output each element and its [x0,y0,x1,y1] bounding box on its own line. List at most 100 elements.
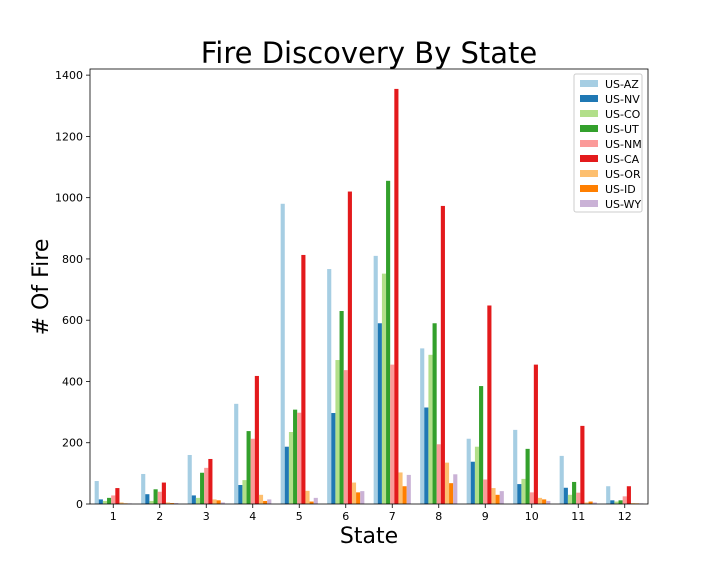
bar-us-id-3 [216,500,221,504]
bar-us-id-2 [170,503,175,504]
bar-us-co-10 [521,478,526,504]
bar-us-nm-6 [343,370,348,504]
bar-us-or-7 [398,472,403,504]
bar-us-co-1 [102,500,108,504]
bar-us-co-5 [288,432,294,504]
bar-us-nv-4 [238,485,243,504]
bar-us-wy-7 [406,474,411,504]
x-tick-label: 11 [571,510,585,523]
bar-us-ca-4 [254,375,259,504]
x-tick-label: 3 [203,510,210,523]
bar-us-ut-7 [386,180,391,504]
legend-swatch-us-wy [580,200,598,207]
bar-us-wy-4 [267,499,272,504]
bar-us-nm-12 [622,496,627,504]
bar-us-wy-8 [453,474,458,504]
bar-us-nv-1 [98,499,103,504]
y-tick-label: 1200 [55,130,83,143]
y-tick-label: 0 [76,498,83,511]
legend-label-us-id: US-ID [605,183,636,196]
legend-label-us-az: US-AZ [605,78,639,91]
legend-swatch-us-ut [580,125,598,132]
legend-swatch-us-id [580,185,598,192]
bar-us-co-9 [474,446,480,504]
legend-label-us-co: US-CO [605,108,641,121]
bar-us-co-12 [614,501,619,504]
bar-us-az-8 [420,348,425,504]
bar-us-ut-10 [525,448,530,504]
bar-us-wy-11 [592,502,597,504]
y-tick-label: 600 [62,314,83,327]
bar-us-or-5 [305,490,310,504]
bar-us-or-8 [444,462,450,504]
bar-us-wy-6 [360,491,365,504]
bar-us-ca-11 [580,425,585,504]
legend-swatch-us-nv [580,95,598,102]
bar-us-ut-2 [153,489,158,504]
bar-us-or-6 [351,482,357,504]
bar-us-co-7 [381,273,387,504]
bar-us-id-11 [588,501,593,504]
legend-label-us-ca: US-CA [605,153,640,166]
y-tick-label: 1400 [55,69,83,82]
bar-us-nv-10 [517,484,522,504]
y-tick-label: 1000 [55,192,83,205]
x-tick-label: 12 [618,510,632,523]
legend: US-AZ US-NV US-CO US-UT US-NM US-CA US-OR US-ID… [573,73,643,213]
y-tick-label: 800 [62,253,83,266]
bar-us-az-2 [141,473,146,504]
bar-us-az-10 [513,429,518,504]
y-axis-label: # Of Fire [29,239,54,336]
y-tick-label: 200 [62,437,83,450]
bar-us-az-7 [373,255,378,504]
bar-us-wy-2 [174,503,179,504]
legend-swatch-us-or [580,170,598,177]
legend-swatch-us-ca [580,155,598,162]
bar-us-id-5 [309,501,314,504]
bar-us-ut-5 [293,409,298,504]
x-tick-label: 6 [342,510,349,523]
bar-us-id-8 [449,483,454,504]
x-tick-label: 7 [389,510,396,523]
bar-us-or-10 [537,497,543,504]
bar-us-id-6 [356,492,361,504]
bar-us-nv-7 [377,323,382,504]
bar-us-nm-1 [111,495,116,504]
bar-us-nm-4 [250,438,255,504]
x-tick-label: 2 [156,510,163,523]
bar-us-ut-8 [432,323,437,504]
bar-us-ca-10 [533,364,538,504]
axes-frame [89,68,649,505]
bar-us-or-2 [165,502,171,504]
bar-us-az-5 [280,203,285,505]
legend-swatch-us-az [580,80,598,87]
bar-us-az-11 [559,455,564,504]
bar-us-nv-2 [145,494,150,504]
x-tick-label: 1 [110,510,117,523]
bar-us-wy-5 [313,497,318,504]
legend-label-us-ut: US-UT [605,123,639,136]
bar-us-co-4 [242,480,247,504]
legend-swatch-us-co [580,110,598,117]
bar-us-ca-5 [301,254,306,504]
bar-us-ca-3 [208,458,213,504]
bar-us-nv-5 [284,446,289,504]
bar-us-az-3 [187,454,192,504]
bar-us-wy-9 [499,491,504,504]
legend-label-us-wy: US-WY [605,198,641,211]
bar-us-az-4 [234,403,239,504]
bar-us-ca-6 [347,191,352,505]
bar-us-wy-3 [220,502,225,504]
bar-us-wy-10 [546,500,551,504]
bar-us-or-3 [212,499,217,504]
bar-us-or-4 [258,494,264,504]
bar-us-id-9 [495,494,500,504]
bar-us-nv-11 [563,487,568,504]
x-tick-label: 9 [482,510,489,523]
legend-label-us-or: US-OR [605,168,641,181]
bar-us-nm-2 [157,491,162,504]
bar-us-ca-12 [626,486,631,504]
bar-us-id-4 [263,500,268,504]
bar-us-nm-8 [436,444,441,504]
